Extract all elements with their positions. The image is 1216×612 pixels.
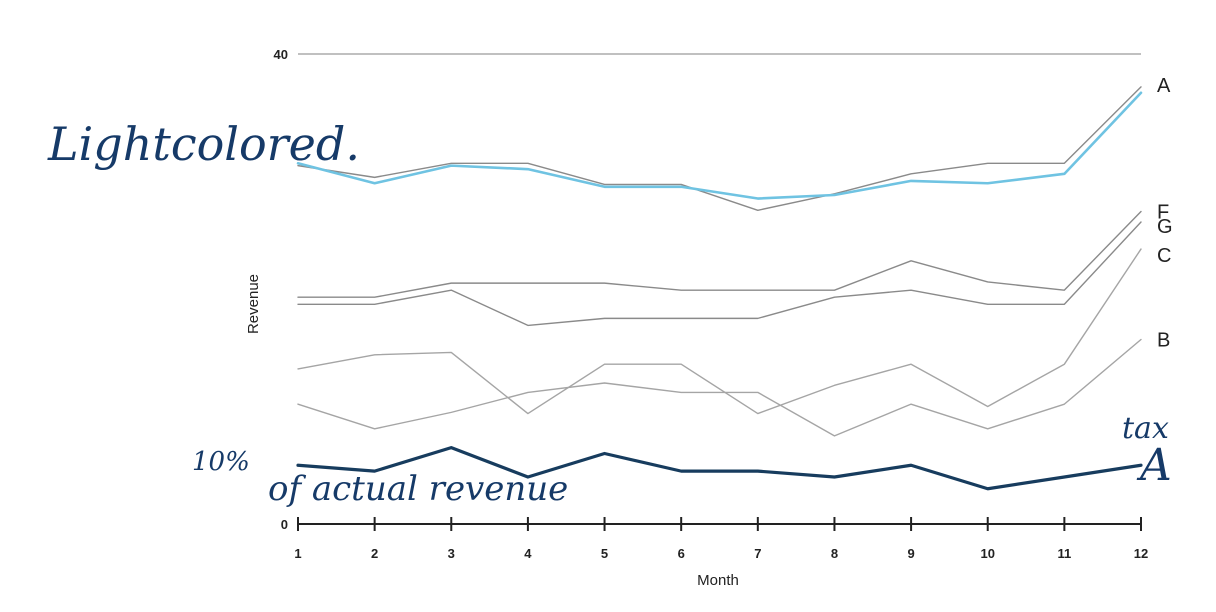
series-line-a xyxy=(297,86,1142,211)
annotation-light-colored: Lightcolored. xyxy=(47,117,360,171)
x-tick-label: 7 xyxy=(754,546,761,561)
x-tick-label: 10 xyxy=(980,546,994,561)
x-tick-label: 11 xyxy=(1057,546,1071,561)
annotation-ten-percent: 10% xyxy=(192,447,250,477)
series-label-b: B xyxy=(1157,330,1170,352)
annotation-of-actual-revenue: of actual revenue xyxy=(268,469,568,509)
y-axis-title: Revenue xyxy=(245,274,262,334)
series-label-f: F xyxy=(1157,201,1169,223)
series-line-annotation-5 xyxy=(296,91,1143,200)
series-line-g xyxy=(297,221,1142,327)
x-tick-label: 4 xyxy=(524,546,532,561)
series-line-annotation-6 xyxy=(296,446,1143,491)
x-tick-label: 12 xyxy=(1134,546,1148,561)
annotation-tax-a: A xyxy=(1136,440,1172,491)
series-line-c xyxy=(297,248,1142,415)
series-layer xyxy=(296,86,1143,491)
x-tick-label: 9 xyxy=(907,546,914,561)
x-tick-label: 2 xyxy=(371,546,378,561)
series-line-f xyxy=(297,210,1142,298)
annotation-tax: tax xyxy=(1122,411,1169,446)
x-tick-label: 3 xyxy=(448,546,455,561)
axis-layer xyxy=(297,53,1142,531)
series-label-a: A xyxy=(1157,75,1171,97)
x-tick-label: 6 xyxy=(678,546,685,561)
x-axis-title: Month xyxy=(697,572,739,589)
x-tick-label: 8 xyxy=(831,546,838,561)
series-line-b xyxy=(297,338,1142,437)
y-tick-label: 0 xyxy=(281,517,288,532)
y-tick-label: 40 xyxy=(274,47,288,62)
x-tick-label: 1 xyxy=(294,546,301,561)
series-label-c: C xyxy=(1157,245,1171,267)
series-label-g: G xyxy=(1157,216,1173,238)
x-tick-label: 5 xyxy=(601,546,608,561)
